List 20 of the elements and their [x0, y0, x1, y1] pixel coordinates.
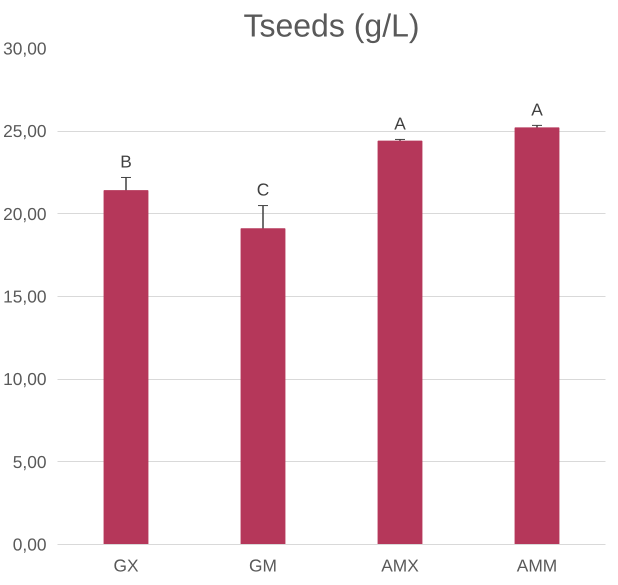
annotation: B	[120, 151, 132, 172]
chart-title: Tseeds (g/L)	[243, 8, 420, 44]
annotation: A	[394, 113, 406, 134]
annotation: A	[531, 99, 544, 120]
y-tick-label: 20,00	[3, 204, 47, 224]
y-tick-label: 25,00	[3, 121, 47, 142]
y-tick-label: 30,00	[3, 38, 47, 58]
x-tick-label: AMM	[516, 556, 558, 576]
y-tick-label: 5,00	[12, 452, 47, 472]
bar	[104, 190, 148, 544]
y-tick-label: 15,00	[3, 286, 47, 306]
x-tick-label: GX	[113, 556, 139, 576]
y-tick-label: 0,00	[12, 534, 47, 554]
bar	[378, 140, 422, 544]
bar	[514, 127, 560, 544]
x-tick-label: AMX	[381, 556, 420, 576]
bar	[240, 228, 286, 544]
x-tick-label: GM	[249, 556, 277, 576]
annotation: C	[256, 180, 270, 200]
y-tick-label: 10,00	[3, 369, 47, 390]
